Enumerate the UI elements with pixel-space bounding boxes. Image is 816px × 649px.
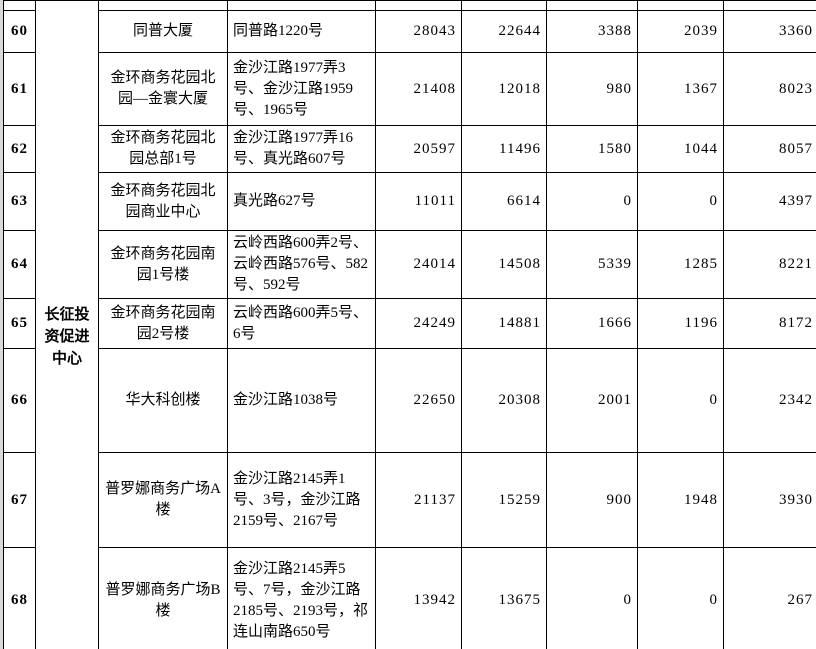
value-cell: 8221: [723, 230, 816, 299]
address-cell: 金沙江路1038号: [227, 348, 376, 453]
row-number-cell: 64: [3, 230, 36, 299]
address-cell: 真光路627号: [227, 172, 376, 231]
address-cell: 云岭西路600弄5号、6号: [227, 298, 376, 349]
value-cell: 1580: [546, 125, 638, 173]
value-cell: 2342: [723, 348, 816, 453]
value-cell: 24014: [375, 230, 462, 299]
value-cell: 21137: [375, 452, 462, 548]
value-cell: 22644: [461, 10, 547, 53]
building-name-cell: 同普大厦: [98, 10, 228, 53]
value-cell: 900: [546, 452, 638, 548]
partial-row-top: 长征投资促进中心: [3, 0, 816, 649]
table-row: 60 同普大厦 同普路1220号 28043 22644 3388 2039 3360: [3, 10, 816, 53]
value-cell: 21408: [375, 52, 462, 126]
row-number-cell: 65: [3, 298, 36, 349]
address-cell: 云岭西路600弄2号、云岭西路576号、582号、592号: [227, 230, 376, 299]
value-cell: 28043: [375, 10, 462, 53]
value-cell: [546, 0, 638, 11]
row-number-cell: 68: [3, 547, 36, 649]
value-cell: 11496: [461, 125, 547, 173]
table-row: 67 普罗娜商务广场A楼 金沙江路2145弄1号、3号，金沙江路2159号、2167…: [3, 452, 816, 548]
value-cell: 4397: [723, 172, 816, 231]
table-body: 长征投资促进中心 60 同普大厦 同普路1220号 28043 22644 3388 2039…: [3, 0, 816, 649]
value-cell: 0: [637, 547, 724, 649]
value-cell: 8023: [723, 52, 816, 126]
address-cell: 金沙江路1977弄16号、真光路607号: [227, 125, 376, 173]
value-cell: 13675: [461, 547, 547, 649]
value-cell: 980: [546, 52, 638, 126]
value-cell: [375, 0, 462, 11]
value-cell: 1948: [637, 452, 724, 548]
value-cell: 1367: [637, 52, 724, 126]
value-cell: [461, 0, 547, 11]
value-cell: 8057: [723, 125, 816, 173]
row-number-cell: 63: [3, 172, 36, 231]
row-number-cell: 61: [3, 52, 36, 126]
value-cell: 3930: [723, 452, 816, 548]
value-cell: 0: [637, 172, 724, 231]
value-cell: 0: [546, 172, 638, 231]
building-name-cell: [98, 0, 228, 11]
value-cell: 1666: [546, 298, 638, 349]
address-cell: 同普路1220号: [227, 10, 376, 53]
value-cell: 24249: [375, 298, 462, 349]
value-cell: 12018: [461, 52, 547, 126]
address-cell: 金沙江路2145弄1号、3号，金沙江路2159号、2167号: [227, 452, 376, 548]
building-name-cell: 金环商务花园南园1号楼: [98, 230, 228, 299]
value-cell: 14881: [461, 298, 547, 349]
address-cell: 金沙江路2145弄5号、7号，金沙江路2185号、2193号，祁连山南路650号: [227, 547, 376, 649]
building-name-cell: 金环商务花园北园—金寰大厦: [98, 52, 228, 126]
value-cell: 8172: [723, 298, 816, 349]
value-cell: 11011: [375, 172, 462, 231]
value-cell: 1196: [637, 298, 724, 349]
value-cell: 2001: [546, 348, 638, 453]
table-row: 68 普罗娜商务广场B楼 金沙江路2145弄5号、7号，金沙江路2185号、2193…: [3, 547, 816, 649]
value-cell: 15259: [461, 452, 547, 548]
buildings-table: 长征投资促进中心 60 同普大厦 同普路1220号 28043 22644 3388 2039…: [3, 0, 816, 649]
value-cell: 3360: [723, 10, 816, 53]
group-merged-cell: 长征投资促进中心: [35, 0, 99, 649]
building-name-cell: 华大科创楼: [98, 348, 228, 453]
value-cell: 1044: [637, 125, 724, 173]
building-name-cell: 金环商务花园北园总部1号: [98, 125, 228, 173]
value-cell: 267: [723, 547, 816, 649]
value-cell: 22650: [375, 348, 462, 453]
row-number-cell: 60: [3, 10, 36, 53]
value-cell: 3388: [546, 10, 638, 53]
table-row: 66 华大科创楼 金沙江路1038号 22650 20308 2001 0 2342: [3, 348, 816, 453]
value-cell: 20597: [375, 125, 462, 173]
building-name-cell: 普罗娜商务广场A楼: [98, 452, 228, 548]
table-row: 62 金环商务花园北园总部1号 金沙江路1977弄16号、真光路607号 20597 1…: [3, 125, 816, 173]
value-cell: 1285: [637, 230, 724, 299]
table-row: 63 金环商务花园北园商业中心 真光路627号 11011 6614 0 0 4397: [3, 172, 816, 231]
table-row: 65 金环商务花园南园2号楼 云岭西路600弄5号、6号 24249 14881 1666…: [3, 298, 816, 349]
value-cell: 14508: [461, 230, 547, 299]
value-cell: 0: [546, 547, 638, 649]
address-cell: [227, 0, 376, 11]
building-name-cell: 金环商务花园南园2号楼: [98, 298, 228, 349]
value-cell: 13942: [375, 547, 462, 649]
value-cell: 2039: [637, 10, 724, 53]
value-cell: [637, 0, 724, 11]
value-cell: 6614: [461, 172, 547, 231]
building-name-cell: 普罗娜商务广场B楼: [98, 547, 228, 649]
row-number-cell: 66: [3, 348, 36, 453]
row-number-cell: 67: [3, 452, 36, 548]
value-cell: 0: [637, 348, 724, 453]
address-cell: 金沙江路1977弄3号、金沙江路1959号、1965号: [227, 52, 376, 126]
value-cell: 5339: [546, 230, 638, 299]
building-name-cell: 金环商务花园北园商业中心: [98, 172, 228, 231]
table-row: 64 金环商务花园南园1号楼 云岭西路600弄2号、云岭西路576号、582号、59…: [3, 230, 816, 299]
row-number-cell: 62: [3, 125, 36, 173]
table-row: 61 金环商务花园北园—金寰大厦 金沙江路1977弄3号、金沙江路1959号、196…: [3, 52, 816, 126]
row-number-cell: [3, 0, 36, 11]
value-cell: 20308: [461, 348, 547, 453]
value-cell: [723, 0, 816, 11]
